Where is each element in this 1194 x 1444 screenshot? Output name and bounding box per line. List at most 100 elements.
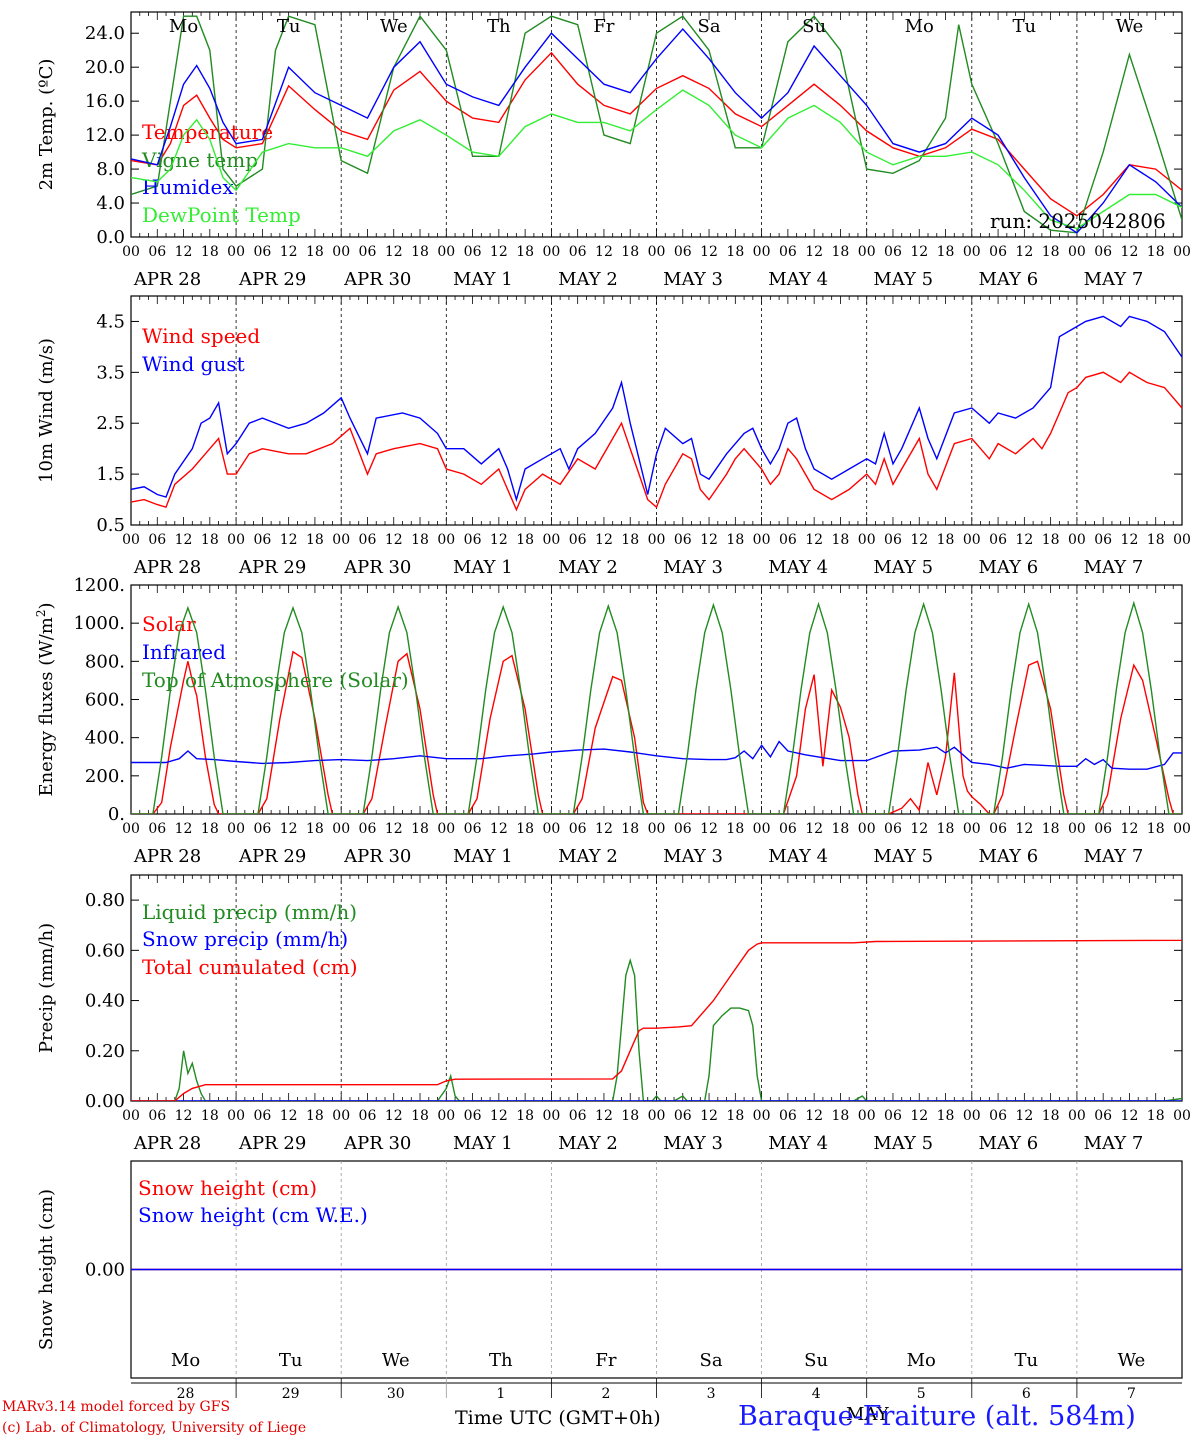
y-axis-label: Precip (mm/h): [36, 923, 57, 1053]
day-name: Th: [489, 1350, 513, 1371]
hour-tick-label: 12: [910, 821, 928, 837]
y-tick-label: 8.0: [96, 159, 125, 180]
hour-tick-label: 00: [648, 821, 666, 837]
day-number: 29: [282, 1386, 300, 1402]
y-tick-label: 0.00: [85, 1091, 125, 1112]
hour-tick-label: 00: [963, 244, 981, 260]
hour-tick-label: 18: [1147, 1108, 1165, 1124]
day-name: Fr: [593, 16, 614, 37]
date-label: MAY 2: [558, 846, 618, 867]
hour-tick-label: 06: [1094, 244, 1112, 260]
hour-tick-label: 18: [1147, 821, 1165, 837]
date-label: MAY 5: [873, 1133, 933, 1154]
hour-tick-label: 12: [490, 532, 508, 548]
hour-tick-label: 00: [437, 1108, 455, 1124]
date-label: APR 28: [133, 846, 201, 867]
y-axis-label: 10m Wind (m/s): [36, 338, 57, 483]
legend-vigne-temp: Vigne temp: [141, 148, 258, 172]
date-label: APR 29: [238, 557, 306, 578]
hour-tick-label: 00: [1173, 532, 1191, 548]
hour-tick-label: 00: [1173, 1108, 1191, 1124]
hour-tick-label: 18: [937, 244, 955, 260]
hour-tick-label: 12: [280, 244, 298, 260]
hour-tick-label: 12: [385, 244, 403, 260]
hour-tick-label: 18: [621, 532, 639, 548]
y-axis-label-superscript: 2: [34, 609, 48, 617]
run-annotation: run: 2025042806: [990, 209, 1166, 233]
hour-tick-label: 06: [359, 821, 377, 837]
date-label: MAY 2: [558, 1133, 618, 1154]
hour-tick-label: 18: [201, 821, 219, 837]
hour-tick-label: 06: [464, 821, 482, 837]
hour-tick-label: 12: [805, 244, 823, 260]
hour-tick-label: 12: [595, 821, 613, 837]
legend-infrared: Infrared: [142, 640, 226, 664]
hour-tick-label: 00: [332, 532, 350, 548]
hour-tick-label: 12: [910, 532, 928, 548]
hour-tick-label: 12: [595, 244, 613, 260]
date-label: MAY 1: [453, 557, 513, 578]
hour-tick-label: 12: [1121, 244, 1139, 260]
hour-tick-label: 12: [700, 1108, 718, 1124]
series-line-infrared: [131, 740, 1182, 770]
hour-tick-label: 18: [621, 1108, 639, 1124]
hour-tick-label: 00: [648, 532, 666, 548]
hour-tick-label: 00: [858, 532, 876, 548]
hour-tick-label: 00: [122, 821, 140, 837]
hour-tick-label: 00: [332, 244, 350, 260]
day-number: 5: [917, 1386, 926, 1402]
series-line-humidex: [131, 27, 1182, 234]
date-label: MAY 5: [873, 846, 933, 867]
hour-tick-label: 06: [569, 1108, 587, 1124]
series-line-temperature: [131, 51, 1182, 217]
hour-tick-label: 06: [359, 244, 377, 260]
y-axis-label-tail: ): [36, 602, 57, 609]
day-name: Tu: [279, 1350, 303, 1371]
hour-tick-label: 18: [726, 532, 744, 548]
hour-tick-label: 00: [542, 244, 560, 260]
hour-tick-label: 18: [201, 1108, 219, 1124]
hour-tick-label: 06: [989, 821, 1007, 837]
y-tick-label: 1000.: [73, 613, 125, 634]
y-tick-label: 1200.: [73, 575, 125, 596]
date-label: APR 29: [238, 269, 306, 290]
hour-tick-label: 12: [175, 532, 193, 548]
date-label: MAY 7: [1084, 557, 1144, 578]
hour-tick-label: 12: [490, 244, 508, 260]
panel-temperature: 00 06 12 18 00 06 12 18 00 06 12 18 00 06 12 18 00 06 12 18…: [36, 11, 1191, 290]
day-name: Mo: [169, 16, 198, 37]
y-axis-label: 2m Temp. (ºC): [36, 59, 57, 191]
legend-dewpoint-temp: DewPoint Temp: [142, 203, 301, 227]
hour-tick-label: 18: [201, 532, 219, 548]
hour-tick-label: 18: [937, 821, 955, 837]
hour-tick-label: 06: [359, 1108, 377, 1124]
hour-tick-label: 06: [884, 532, 902, 548]
hour-tick-label: 00: [1173, 244, 1191, 260]
hour-tick-label: 00: [437, 532, 455, 548]
date-label: MAY 2: [558, 269, 618, 290]
day-name: We: [1116, 16, 1144, 37]
hour-tick-label: 12: [175, 244, 193, 260]
hour-tick-label: 00: [332, 1108, 350, 1124]
hour-tick-label: 06: [989, 1108, 1007, 1124]
time-axis-label: Time UTC (GMT+0h): [455, 1407, 661, 1429]
hour-tick-label: 18: [726, 1108, 744, 1124]
hour-tick-label: 18: [832, 1108, 850, 1124]
hour-tick-label: 06: [464, 1108, 482, 1124]
hour-tick-label: 06: [464, 532, 482, 548]
hour-tick-label: 06: [779, 244, 797, 260]
day-name: We: [380, 16, 408, 37]
hour-tick-label: 00: [753, 532, 771, 548]
day-number: 3: [707, 1386, 716, 1402]
hour-tick-label: 18: [832, 532, 850, 548]
legend-snow-precip-mm-h-: Snow precip (mm/h): [142, 927, 348, 951]
hour-tick-label: 18: [937, 532, 955, 548]
hour-tick-label: 12: [1121, 1108, 1139, 1124]
hour-tick-label: 12: [910, 244, 928, 260]
hour-tick-label: 12: [385, 1108, 403, 1124]
y-axis-label: Snow height (cm): [36, 1189, 57, 1350]
date-label: MAY 1: [453, 846, 513, 867]
hour-tick-label: 06: [779, 821, 797, 837]
